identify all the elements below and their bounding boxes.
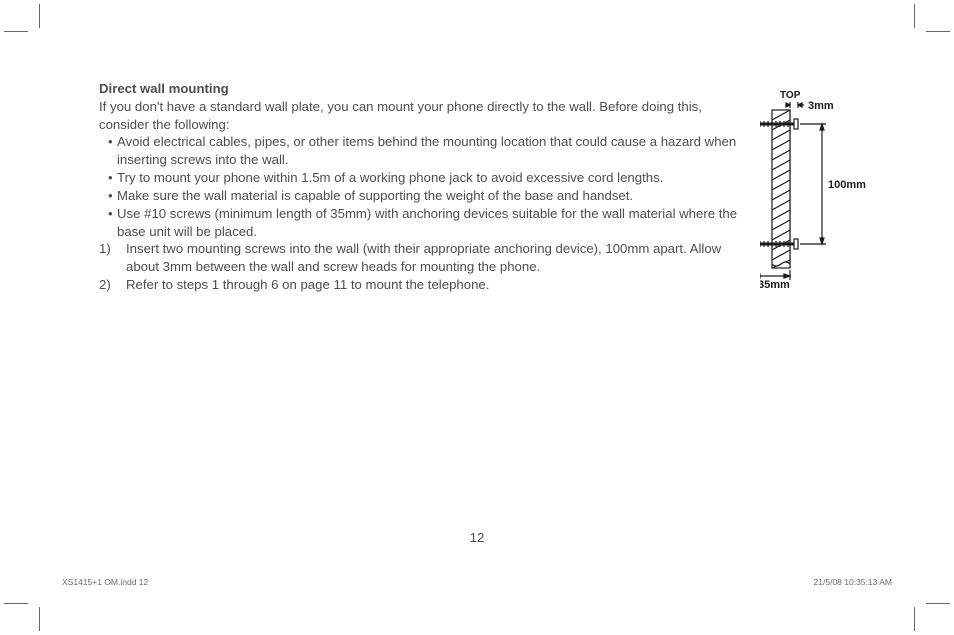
diagram-label-35mm: 35mm	[760, 279, 790, 288]
step-number: 1)	[99, 240, 123, 258]
crop-mark	[4, 31, 28, 32]
numbered-list: 1)Insert two mounting screws into the wa…	[99, 240, 739, 293]
step-number: 2)	[99, 276, 123, 294]
step-text: Refer to steps 1 through 6 on page 11 to…	[126, 277, 489, 292]
list-item: Try to mount your phone within 1.5m of a…	[108, 169, 739, 187]
list-item: 1)Insert two mounting screws into the wa…	[99, 240, 739, 276]
section-heading: Direct wall mounting	[99, 80, 739, 98]
crop-mark	[926, 603, 950, 604]
crop-mark	[914, 4, 915, 28]
list-item: Use #10 screws (minimum length of 35mm) …	[108, 205, 739, 241]
body-text: Direct wall mounting If you don't have a…	[99, 80, 739, 294]
page-container: Direct wall mounting If you don't have a…	[62, 44, 892, 591]
crop-mark	[926, 31, 950, 32]
intro-paragraph: If you don't have a standard wall plate,…	[99, 98, 739, 134]
footer-filename: XS1415+1 OM.indd 12	[62, 577, 148, 587]
diagram-label-100mm: 100mm	[828, 179, 866, 191]
mounting-diagram: TOP 3mm 100mm 35mm	[760, 88, 880, 288]
diagram-label-top: TOP	[780, 90, 801, 101]
crop-mark	[914, 607, 915, 631]
list-item: Avoid electrical cables, pipes, or other…	[108, 133, 739, 169]
bullet-list: Avoid electrical cables, pipes, or other…	[99, 133, 739, 240]
page-number: 12	[62, 530, 892, 545]
step-text: Insert two mounting screws into the wall…	[126, 241, 721, 274]
diagram-label-3mm: 3mm	[808, 100, 834, 112]
crop-mark	[39, 607, 40, 631]
footer-timestamp: 21/5/08 10:35:13 AM	[814, 577, 892, 587]
crop-mark	[4, 603, 28, 604]
list-item: 2)Refer to steps 1 through 6 on page 11 …	[99, 276, 739, 294]
crop-mark	[39, 4, 40, 28]
list-item: Make sure the wall material is capable o…	[108, 187, 739, 205]
